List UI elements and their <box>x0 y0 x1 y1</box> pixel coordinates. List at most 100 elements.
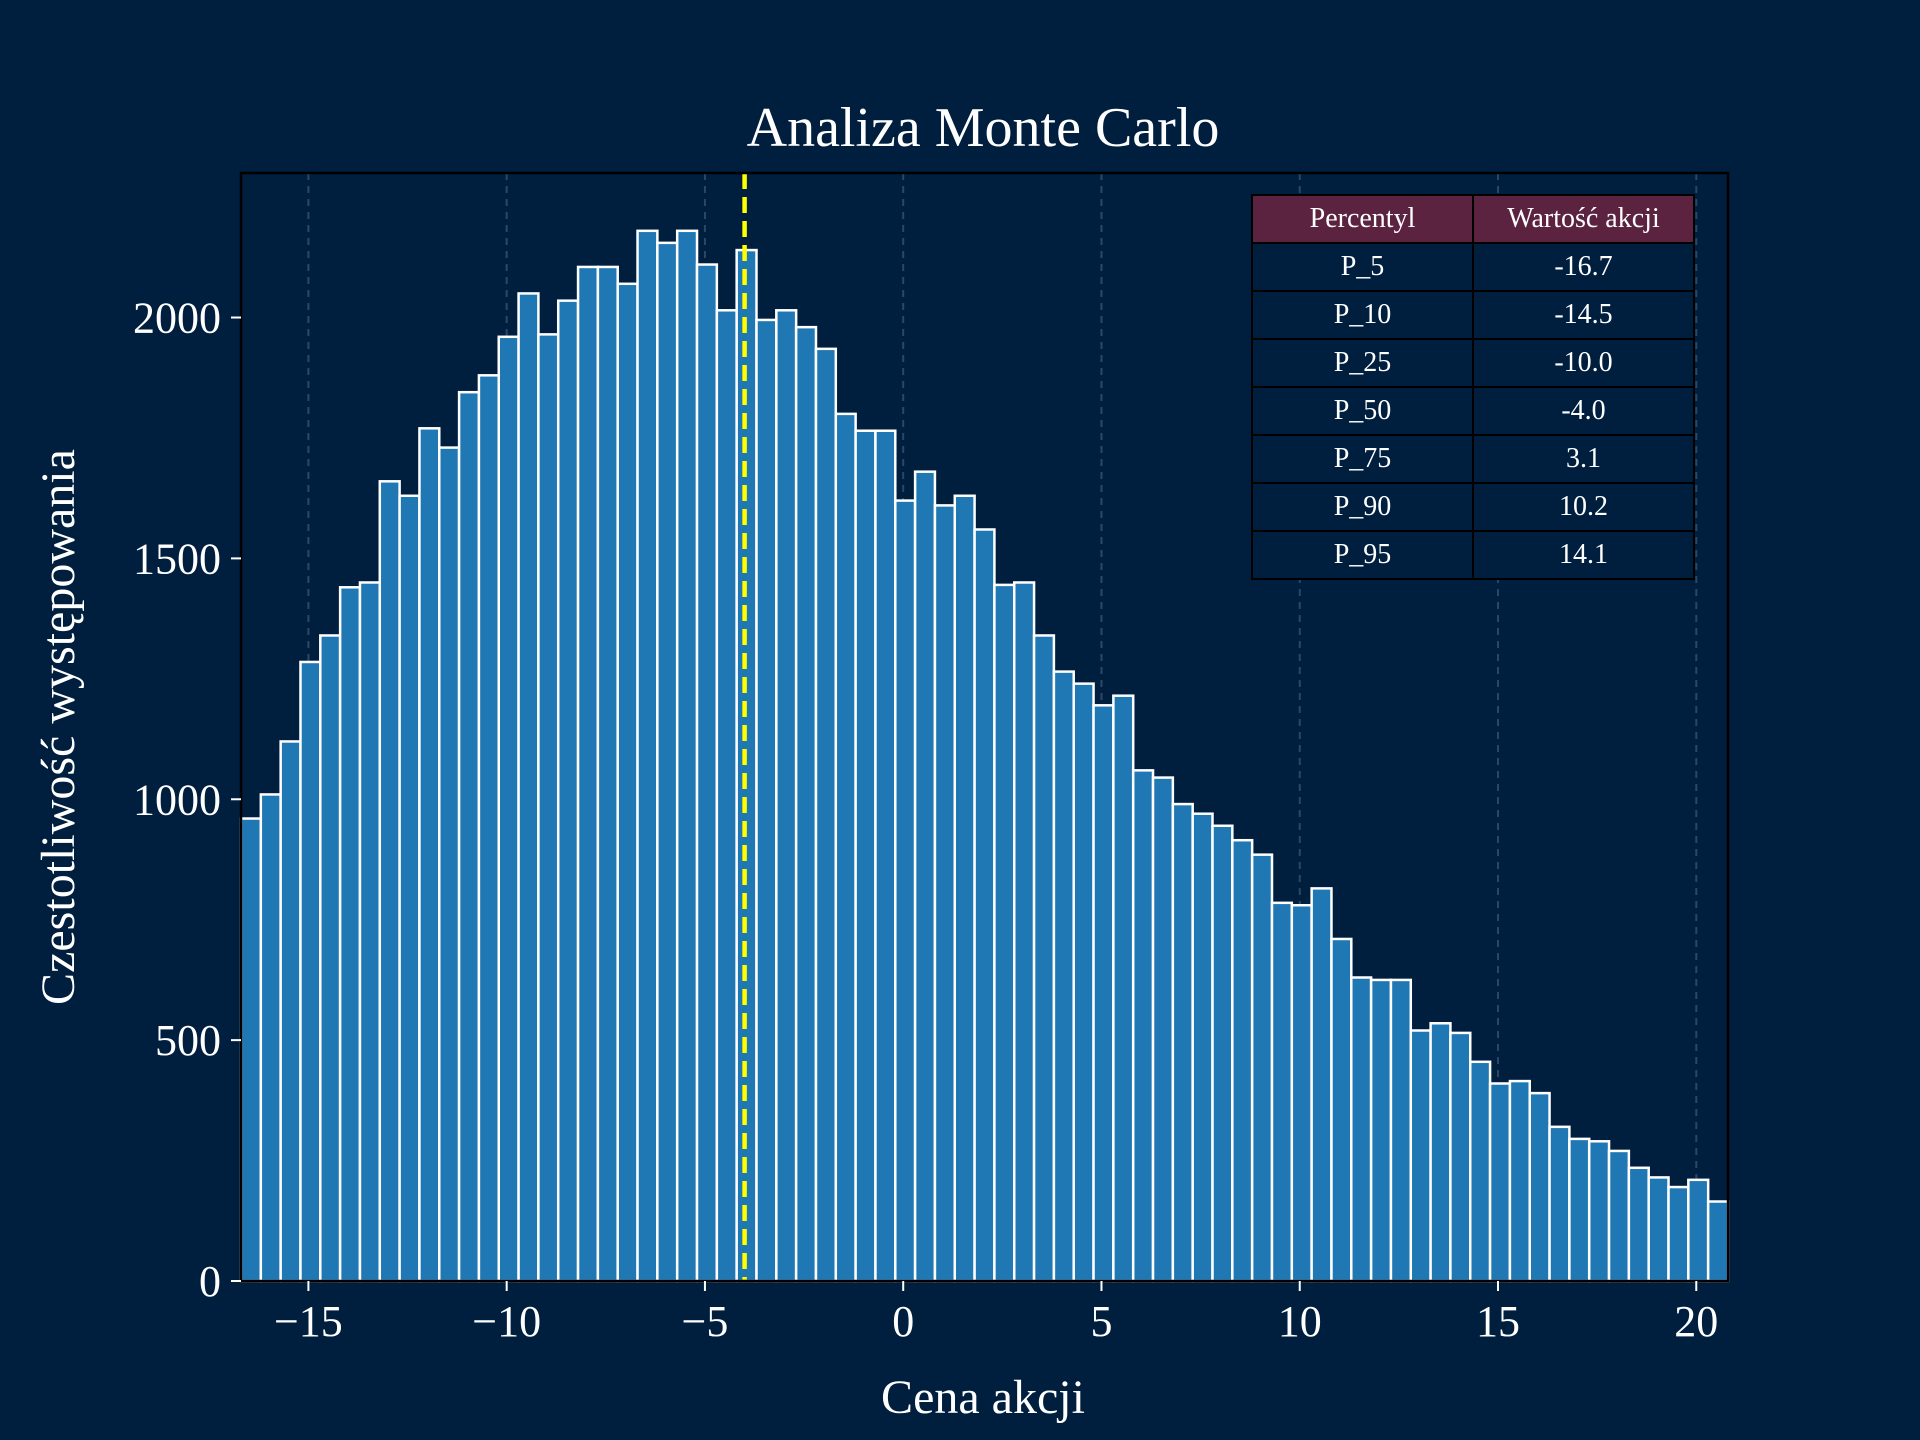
histogram-bar <box>338 586 362 1283</box>
histogram-bar <box>477 374 500 1283</box>
histogram-bar <box>1211 824 1234 1283</box>
histogram-bar <box>1231 838 1254 1283</box>
value-cell: -10.0 <box>1472 338 1695 388</box>
value-cell: 3.1 <box>1472 434 1695 484</box>
histogram-bar <box>616 282 639 1283</box>
value-cell: -4.0 <box>1472 386 1695 436</box>
histogram-bar <box>418 427 441 1283</box>
table-row: P_25 -10.0 <box>1251 338 1695 388</box>
histogram-bar <box>398 494 421 1283</box>
histogram-bar <box>1548 1125 1571 1283</box>
histogram-bar <box>715 309 738 1283</box>
histogram-bar <box>1607 1149 1631 1283</box>
percentile-cell: P_95 <box>1251 530 1474 580</box>
histogram-bar <box>556 299 580 1283</box>
histogram-bar <box>814 347 838 1283</box>
x-tick-label: 0 <box>892 1297 914 1346</box>
histogram-bar <box>537 333 560 1283</box>
histogram-bar <box>854 429 877 1283</box>
histogram-bar <box>953 494 976 1283</box>
histogram-bar <box>299 660 322 1283</box>
histogram-bar <box>438 446 461 1283</box>
histogram-bar <box>874 429 897 1283</box>
histogram-bar <box>1112 694 1135 1283</box>
histogram-bar <box>1270 901 1294 1283</box>
histogram-bar <box>1032 634 1056 1283</box>
histogram-bar <box>1568 1137 1591 1283</box>
y-axis-label: Czestotliwość występowania <box>32 449 85 1005</box>
histogram-bar <box>1310 887 1333 1283</box>
table-row: P_75 3.1 <box>1251 434 1695 484</box>
percentile-table: Percentyl Wartość akcji P_5 -16.7 P_10 -… <box>1251 194 1695 580</box>
histogram-bar <box>675 229 699 1283</box>
x-tick-label: 15 <box>1476 1297 1520 1346</box>
table-row: P_10 -14.5 <box>1251 290 1695 340</box>
percentile-cell: P_5 <box>1251 242 1474 292</box>
histogram-bar <box>259 793 282 1283</box>
histogram-bar <box>933 504 957 1283</box>
histogram-bar <box>1052 670 1075 1283</box>
y-tick-label: 2000 <box>133 294 221 343</box>
histogram-bar <box>1409 1029 1432 1283</box>
x-tick-label: 20 <box>1674 1297 1718 1346</box>
x-tick-label: −5 <box>682 1297 729 1346</box>
histogram-bar <box>1449 1031 1472 1283</box>
chart-title: Analiza Monte Carlo <box>747 97 1220 159</box>
x-tick-label: 5 <box>1090 1297 1112 1346</box>
table-row: P_95 14.1 <box>1251 530 1695 580</box>
histogram-bar <box>1250 853 1274 1283</box>
percentile-cell: P_25 <box>1251 338 1474 388</box>
x-tick-label: 10 <box>1278 1297 1322 1346</box>
histogram-bar <box>993 583 1016 1283</box>
histogram-bar <box>378 480 401 1283</box>
y-tick-label: 1000 <box>133 775 221 824</box>
histogram-bar <box>1587 1140 1611 1283</box>
histogram-bar <box>1072 682 1095 1283</box>
histogram-bar <box>775 309 798 1283</box>
histogram-bar <box>358 581 382 1283</box>
value-cell: 10.2 <box>1472 482 1695 532</box>
histogram-bar <box>1706 1200 1730 1283</box>
histogram-bar <box>755 318 778 1283</box>
histogram-bar <box>656 241 679 1283</box>
histogram-bar <box>497 335 520 1283</box>
x-axis-label: Cena akcji <box>881 1371 1085 1424</box>
histogram-bar <box>1092 704 1115 1283</box>
histogram-bar <box>1171 802 1194 1283</box>
histogram-bar <box>576 265 600 1283</box>
histogram-bar <box>1627 1166 1650 1283</box>
percentile-cell: P_75 <box>1251 434 1474 484</box>
histogram-bar <box>1508 1079 1531 1283</box>
percentile-table-header: Percentyl Wartość akcji <box>1251 194 1695 244</box>
histogram-bar <box>1469 1060 1492 1283</box>
value-cell: -16.7 <box>1472 242 1695 292</box>
histogram-bar <box>279 740 302 1283</box>
histogram-bar <box>239 817 263 1283</box>
y-tick-label: 1500 <box>133 534 221 583</box>
histogram-bar <box>1429 1022 1452 1283</box>
value-cell: 14.1 <box>1472 530 1695 580</box>
value-cell: -14.5 <box>1472 290 1695 340</box>
histogram-bar <box>1488 1082 1512 1283</box>
histogram-bar <box>695 263 719 1283</box>
percentile-cell: P_90 <box>1251 482 1474 532</box>
histogram-bar <box>1687 1178 1710 1283</box>
histogram-bar <box>1131 769 1155 1283</box>
percentile-cell: P_50 <box>1251 386 1474 436</box>
plot-frame <box>239 171 1730 1283</box>
histogram-bar <box>596 265 619 1283</box>
table-row: P_90 10.2 <box>1251 482 1695 532</box>
histogram-bar <box>1350 976 1373 1283</box>
histogram-bar <box>1369 978 1393 1283</box>
histogram-bar <box>794 325 818 1283</box>
histogram-bar <box>319 634 342 1283</box>
histogram-bar <box>1389 978 1413 1283</box>
histogram-bar <box>1012 581 1036 1283</box>
y-tick-label: 500 <box>155 1016 221 1065</box>
histogram-bar <box>457 390 481 1283</box>
x-tick-label: −10 <box>472 1297 541 1346</box>
histogram-bar <box>1191 812 1214 1283</box>
histogram-bar <box>1667 1185 1690 1283</box>
column-header-stock-value: Wartość akcji <box>1472 194 1695 244</box>
